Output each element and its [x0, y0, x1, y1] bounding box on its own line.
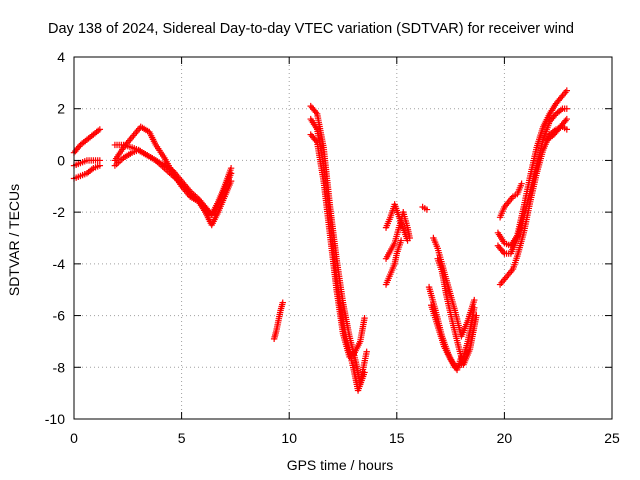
x-tick-label: 15 [389, 430, 405, 446]
data-point [279, 299, 286, 306]
data-point [397, 237, 405, 244]
data-point [423, 206, 431, 213]
y-tick-label: 4 [57, 49, 65, 65]
y-tick-label: -6 [53, 308, 66, 324]
data-point [96, 126, 104, 133]
data-point [361, 314, 368, 322]
y-tick-label: 2 [57, 101, 65, 117]
data-point [363, 348, 370, 355]
data-point [563, 126, 571, 133]
data-point [563, 115, 571, 123]
data-point [227, 170, 235, 177]
chart-title: Day 138 of 2024, Sidereal Day-to-day VTE… [48, 21, 574, 37]
x-tick-label: 20 [497, 430, 513, 446]
data-point [406, 234, 413, 242]
data-point [563, 87, 571, 94]
data-points [70, 87, 571, 394]
grid-lines [74, 57, 612, 419]
data-point [96, 162, 104, 169]
x-tick-label: 10 [281, 430, 297, 446]
y-tick-label: 0 [57, 152, 65, 168]
y-tick-labels: -10 -8 -6 -4 -2 0 2 4 [45, 49, 65, 427]
x-axis-label: GPS time / hours [287, 457, 394, 473]
data-point [361, 369, 368, 376]
x-tick-labels: 0 5 10 15 20 25 [70, 430, 620, 446]
data-point [471, 304, 478, 312]
y-tick-label: -2 [53, 204, 66, 220]
data-point [473, 312, 480, 319]
x-tick-label: 5 [178, 430, 186, 446]
data-point [518, 180, 525, 187]
y-tick-label: -8 [53, 359, 66, 375]
x-tick-label: 0 [70, 430, 78, 446]
data-point [563, 105, 571, 112]
data-point [458, 353, 465, 361]
x-tick-label: 25 [604, 430, 620, 446]
y-axis-label: SDTVAR / TECUs [6, 184, 22, 296]
y-tick-label: -10 [45, 411, 65, 427]
data-point [471, 296, 478, 304]
plot-frame [73, 56, 613, 420]
y-tick-label: -4 [53, 256, 66, 272]
tick-marks [73, 56, 613, 420]
